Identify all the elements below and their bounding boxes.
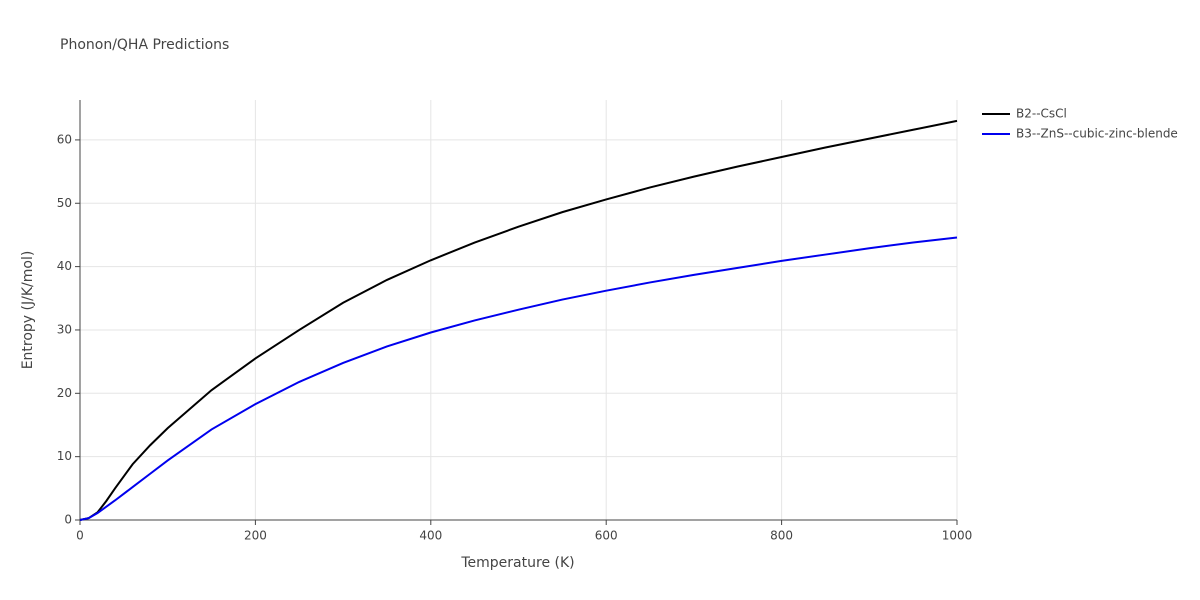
y-tick-label: 50 bbox=[57, 196, 72, 210]
y-tick-label: 0 bbox=[64, 513, 72, 527]
y-axis-title: Entropy (J/K/mol) bbox=[20, 251, 36, 370]
line-series bbox=[79, 236, 958, 521]
y-tick-label: 40 bbox=[57, 259, 72, 273]
x-axis-title: Temperature (K) bbox=[460, 555, 574, 571]
x-tick-label: 200 bbox=[244, 529, 267, 543]
y-tick-label: 20 bbox=[57, 386, 72, 400]
line-series bbox=[79, 119, 958, 521]
y-tick-label: 30 bbox=[57, 322, 72, 336]
y-tick-label: 60 bbox=[57, 132, 72, 146]
x-tick-label: 600 bbox=[595, 529, 618, 543]
x-tick-label: 800 bbox=[770, 529, 793, 543]
x-tick-label: 400 bbox=[419, 529, 442, 543]
legend-label: B2--CsCl bbox=[1016, 107, 1067, 121]
x-tick-label: 0 bbox=[76, 529, 84, 543]
x-tick-label: 1000 bbox=[942, 529, 973, 543]
y-tick-label: 10 bbox=[57, 449, 72, 463]
chart-title: Phonon/QHA Predictions bbox=[60, 37, 229, 53]
legend-label: B3--ZnS--cubic-zinc-blende bbox=[1016, 127, 1178, 141]
